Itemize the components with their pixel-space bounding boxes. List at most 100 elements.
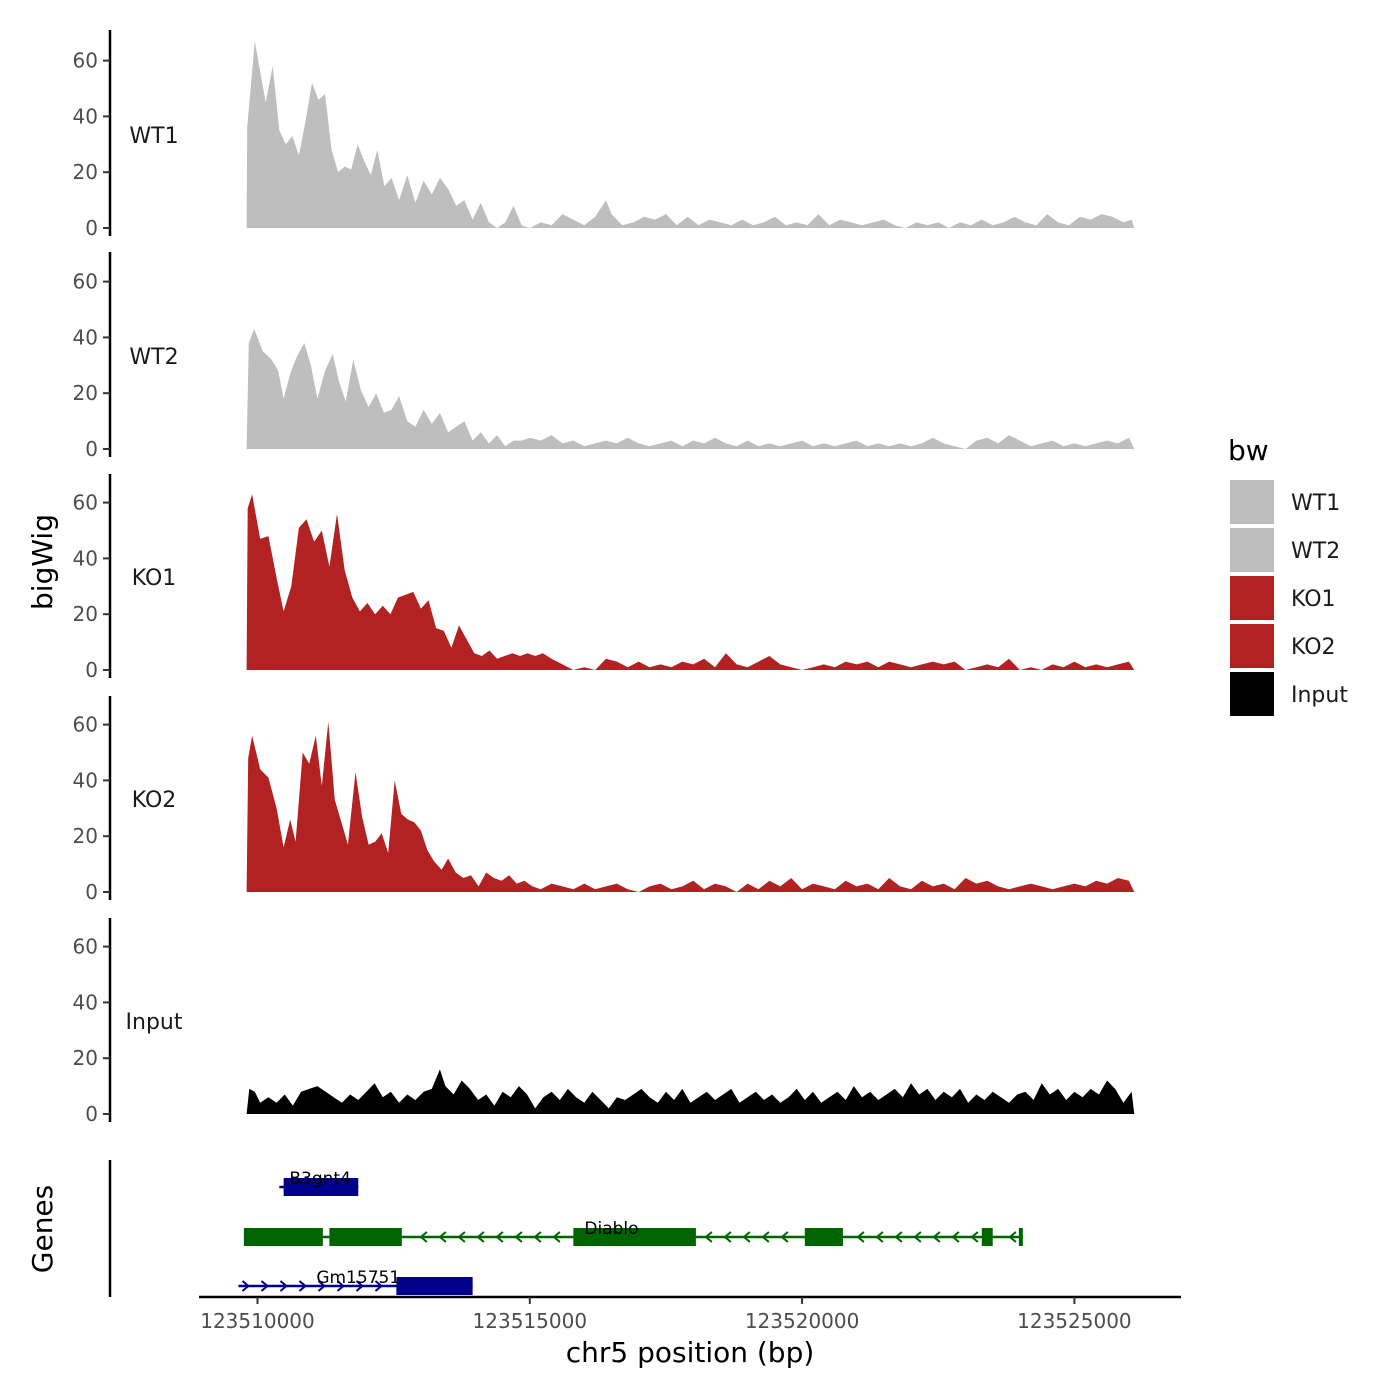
y-axis-title: bigWig	[26, 514, 59, 610]
strand-arrow	[260, 1280, 270, 1292]
panel-ko2: 0 20 40 60 KO2	[73, 696, 1135, 904]
strand-arrow	[780, 1231, 789, 1243]
panel-wt2: 0 20 40 60 WT2	[73, 252, 1135, 461]
strand-arrow	[279, 1280, 289, 1292]
x-tick-label: 123525000	[1017, 1309, 1132, 1333]
legend-swatch	[1230, 672, 1274, 716]
genes-axis-title: Genes	[26, 1185, 59, 1273]
y-tick-label: 0	[85, 437, 98, 461]
y-tick-label: 60	[73, 935, 98, 959]
strand-arrow	[533, 1231, 542, 1243]
strand-arrow	[552, 1231, 561, 1243]
y-tick-label: 60	[73, 713, 98, 737]
gene-track: B3gnt4 Diablo Gm15751	[108, 1160, 1023, 1297]
x-tick-label: 123515000	[473, 1309, 588, 1333]
y-tick-label: 20	[73, 824, 98, 848]
strand-arrow	[374, 1280, 384, 1292]
legend-label: WT2	[1291, 539, 1340, 564]
legend-label: Input	[1291, 683, 1348, 708]
y-tick-label: 60	[73, 270, 98, 294]
legend-item-wt2: WT2	[1230, 528, 1340, 572]
strand-arrow	[704, 1231, 713, 1243]
signal-area-wt2	[246, 329, 1135, 449]
legend-item-ko2: KO2	[1230, 624, 1336, 668]
exon	[243, 1228, 323, 1246]
strand-arrow	[355, 1280, 365, 1292]
strand-arrow	[495, 1231, 504, 1243]
y-tick-label: 60	[73, 491, 98, 515]
y-tick-label: 40	[73, 990, 98, 1014]
signal-area-input	[246, 1069, 1135, 1114]
legend-title: bw	[1228, 434, 1269, 467]
strand-arrow	[761, 1231, 770, 1243]
exon	[981, 1228, 993, 1246]
legend-swatch	[1230, 576, 1274, 620]
exon	[1018, 1228, 1023, 1246]
strand-arrow	[913, 1231, 922, 1243]
strand-arrow	[419, 1231, 428, 1243]
y-tick-label: 0	[85, 216, 98, 240]
strand-arrow	[336, 1280, 346, 1292]
signal-area-wt1	[246, 41, 1135, 228]
y-tick-label: 20	[73, 160, 98, 184]
strand-arrow	[894, 1231, 903, 1243]
strand-arrow	[514, 1231, 523, 1243]
strand-arrow	[856, 1231, 865, 1243]
exon	[283, 1178, 359, 1196]
y-tick-label: 40	[73, 104, 98, 128]
legend-item-ko1: KO1	[1230, 576, 1336, 620]
strand-arrow	[875, 1231, 884, 1243]
legend-swatch	[1230, 624, 1274, 668]
strand-arrow	[951, 1231, 960, 1243]
y-tick-label: 60	[73, 49, 98, 73]
legend-item-wt1: WT1	[1230, 480, 1340, 524]
panel-ko1: 0 20 40 60 KO1	[73, 474, 1135, 682]
y-tick-label: 0	[85, 1102, 98, 1126]
y-tick-label: 0	[85, 880, 98, 904]
x-axis-title: chr5 position (bp)	[566, 1336, 815, 1369]
panel-input: 0 20 40 60 Input	[73, 918, 1135, 1126]
exon	[804, 1228, 843, 1246]
y-tick-label: 20	[73, 602, 98, 626]
strand-arrow	[742, 1231, 751, 1243]
gene-b3gnt4: B3gnt4	[279, 1169, 359, 1196]
signal-area-ko2	[246, 721, 1135, 892]
strand-arrow	[932, 1231, 941, 1243]
gene-label: Diablo	[584, 1219, 638, 1239]
gene-label: B3gnt4	[289, 1169, 351, 1189]
legend-label: KO2	[1291, 635, 1336, 660]
y-tick-label: 0	[85, 658, 98, 682]
legend: bw WT1 WT2 KO1 KO2 Input	[1228, 434, 1348, 716]
legend-label: WT1	[1291, 491, 1340, 516]
gene-label: Gm15751	[316, 1268, 400, 1288]
strand-arrow	[317, 1280, 327, 1292]
track-label: Input	[126, 1010, 183, 1035]
legend-swatch	[1230, 528, 1274, 572]
y-tick-label: 40	[73, 768, 98, 792]
x-tick-label: 123520000	[745, 1309, 860, 1333]
legend-item-input: Input	[1230, 672, 1348, 716]
exon	[329, 1228, 402, 1246]
gene-gm15751: Gm15751	[238, 1268, 473, 1295]
y-tick-label: 20	[73, 381, 98, 405]
strand-arrow	[476, 1231, 485, 1243]
y-tick-label: 40	[73, 546, 98, 570]
x-tick-label: 123510000	[200, 1309, 315, 1333]
strand-arrow	[1008, 1231, 1017, 1243]
exon	[396, 1277, 473, 1295]
track-label: WT2	[129, 345, 178, 370]
track-label: KO1	[132, 566, 177, 591]
strand-arrow	[970, 1231, 979, 1243]
strand-arrow	[438, 1231, 447, 1243]
strand-arrow	[298, 1280, 308, 1292]
signal-area-ko1	[246, 494, 1135, 670]
strand-arrow	[723, 1231, 732, 1243]
y-tick-label: 20	[73, 1046, 98, 1070]
exon	[573, 1228, 696, 1246]
strand-arrow	[241, 1280, 251, 1292]
legend-swatch	[1230, 480, 1274, 524]
x-axis: 123510000 123515000 123520000 123525000	[199, 1295, 1181, 1333]
y-tick-label: 40	[73, 325, 98, 349]
track-panels: 0 20 40 60 WT1 0 20 40 60 WT2 0 20 40 60 KO1 0 20 40 60 KO2…	[73, 30, 1135, 1126]
